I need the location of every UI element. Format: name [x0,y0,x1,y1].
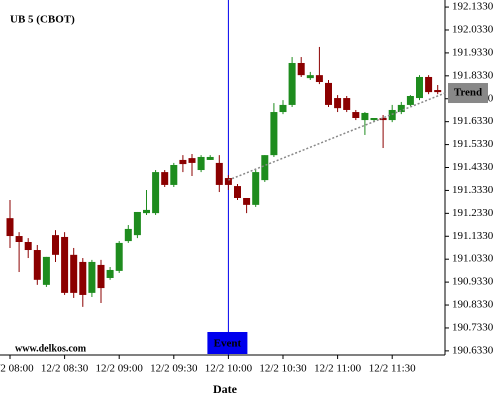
x-tick-label: 12/2 10:00 [205,363,253,375]
chart-title: UB 5 (CBOT) [10,14,75,26]
candle-body [406,95,414,105]
candle-body [33,250,41,280]
y-tick-label: 190.6330 [452,344,494,356]
candle-body [434,90,442,93]
y-tick-label: 191.6330 [452,115,494,127]
candle-body [170,164,178,185]
y-tick-label: 191.2330 [452,207,494,219]
candle-body [352,112,360,118]
candle-body [197,156,205,171]
candle-body [106,269,114,278]
candle-body [334,98,342,109]
event-box [207,332,248,354]
candle-body [325,82,332,105]
candle-body [97,264,105,289]
candle-body [306,75,314,79]
candle-body [179,159,187,165]
candle-body [252,172,260,205]
candle-body [6,218,14,237]
x-tick-label: 12/2 11:00 [314,363,361,375]
candle-body [297,62,305,76]
y-tick-label: 191.4330 [452,161,494,173]
candle-body [24,242,32,251]
candle-body [52,235,59,255]
candle-body [416,76,423,99]
y-tick-label: 191.1330 [452,230,494,242]
event-label: Event [214,338,242,350]
candle-body [243,197,251,205]
candle-body [315,75,323,83]
candle-body [361,112,369,121]
y-tick-label: 190.8330 [452,299,494,311]
y-tick-label: 191.9330 [452,46,494,58]
candle-body [270,112,278,156]
trend-label: Trend [454,87,482,99]
candle-body [379,117,387,121]
candle-body [343,98,351,110]
trend-line [228,92,446,181]
x-tick-label: 12/2 09:00 [96,363,144,375]
candle-body [61,236,69,293]
x-tick-label: 12/2 08:30 [41,363,89,375]
candle-body [288,62,296,105]
candle-body [261,155,269,181]
x-tick-label: 12/2 11:30 [369,363,416,375]
candle-body [397,104,405,113]
candle-body [234,186,241,198]
candle-body [88,261,96,293]
y-tick-label: 190.7330 [452,321,494,333]
candle-body [161,172,169,185]
y-tick-label: 191.0330 [452,253,494,265]
candle-body [115,242,123,271]
y-tick-label: 192.0330 [452,24,494,36]
y-tick-label: 190.9330 [452,276,494,288]
y-tick-label: 191.5330 [452,138,494,150]
x-tick-label: 12/2 09:30 [150,363,198,375]
candle-body [224,178,232,185]
candle-body [133,211,141,236]
x-axis-title: Date [213,382,238,396]
candle-body [370,117,378,121]
y-tick-label: 192.1330 [452,1,494,13]
y-tick-label: 191.8330 [452,69,494,81]
candle-body [206,156,214,160]
candle-body [188,158,196,163]
watermark: www.delkos.com [15,343,87,354]
candle-body [143,209,150,214]
candle-body [279,104,287,113]
y-tick-label: 191.3330 [452,184,494,196]
candle-body [42,256,50,285]
candle-body [79,261,87,295]
trend-box [448,83,488,104]
candle-body [152,172,160,214]
candle-body [215,162,223,185]
candle-body [15,236,23,243]
candle-body [425,76,433,93]
x-tick-label: 12/2 10:30 [259,363,307,375]
candle-body [124,228,132,242]
x-tick-label: 12/2 08:00 [0,363,34,375]
candle-body [70,254,78,293]
